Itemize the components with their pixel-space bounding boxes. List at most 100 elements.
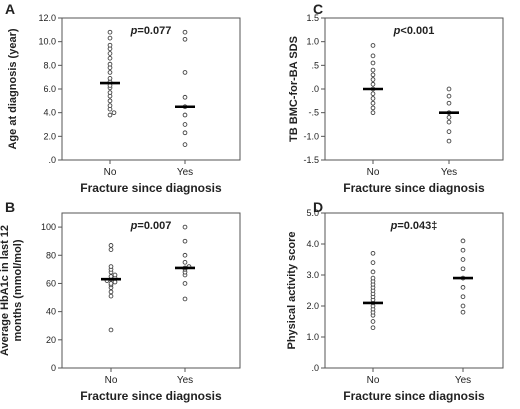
panel-c: C -1.5 -1.0 -.5 .0 .5 1.0 1.5 No Yes Fracture sinc…	[288, 1, 504, 195]
data-point	[108, 243, 114, 248]
data-point	[446, 115, 452, 120]
y-tick-label: 1.0	[306, 332, 319, 342]
data-point	[370, 269, 376, 275]
data-point	[460, 238, 466, 244]
data-point	[107, 35, 113, 41]
y-axis-title: TB BMC-for-BA SDS	[288, 36, 300, 142]
data-point	[370, 260, 376, 265]
y-tick-label: 1.5	[306, 13, 319, 23]
y-tick-label: .5	[311, 60, 319, 70]
data-point	[182, 122, 188, 127]
data-point	[182, 29, 188, 35]
y-axis-title-line: Average HbA1c in last 12	[0, 225, 11, 356]
y-axis-title: Age at diagnosis (year)	[7, 28, 19, 149]
data-point	[107, 75, 113, 81]
x-axis-title: Fracture since diagnosis	[80, 181, 222, 195]
y-tick-label: 12.0	[38, 13, 56, 23]
y-tick-label: 2.0	[43, 131, 56, 141]
p-value-text: =0.043‡	[397, 220, 437, 232]
p-value-annotation: p<0.001	[393, 25, 435, 37]
data-point	[460, 285, 466, 290]
data-point	[182, 252, 188, 258]
plot-frame	[324, 17, 504, 161]
data-point	[460, 303, 466, 309]
y-tick-label: 4.0	[43, 108, 56, 118]
y-tick-label: 4.0	[306, 239, 319, 249]
data-point	[370, 325, 376, 331]
data-point	[112, 279, 118, 285]
data-point	[460, 257, 466, 262]
y-axis-title: Average HbA1c in last 12months (mmol/mol…	[0, 225, 24, 356]
data-point	[446, 93, 452, 99]
data-point	[370, 105, 376, 111]
panel-a: A .0 2.0 4.0 6.0 8.0 10.0 12.0 No Yes Fracture sin…	[5, 1, 241, 195]
x-category-label: Yes	[177, 375, 193, 386]
data-point	[370, 110, 376, 116]
data-point	[370, 67, 376, 73]
data-point	[108, 264, 114, 269]
data-point	[370, 319, 376, 324]
x-category-label: No	[367, 167, 380, 178]
panel-label: B	[5, 199, 15, 215]
y-tick-label: .0	[311, 363, 319, 373]
data-point	[107, 55, 113, 61]
data-point	[182, 224, 188, 230]
y-tick-label: 1.0	[306, 37, 319, 47]
y-tick-label: 2.0	[306, 301, 319, 311]
data-point	[370, 250, 376, 256]
p-value-text: =0.077	[137, 25, 171, 37]
data-point	[460, 247, 466, 253]
data-point	[370, 60, 376, 66]
data-point	[446, 100, 452, 106]
p-value-annotation: p=0.043‡	[390, 220, 438, 232]
data-point	[182, 36, 188, 42]
panel-label: A	[5, 1, 15, 17]
data-point	[182, 296, 188, 302]
data-point	[107, 70, 113, 75]
panel-label: C	[313, 1, 323, 17]
data-point	[446, 119, 452, 125]
p-symbol: p	[130, 25, 138, 37]
data-point	[182, 112, 188, 118]
data-point	[182, 238, 188, 244]
data-point	[370, 100, 376, 106]
y-tick-label: 8.0	[43, 60, 56, 70]
data-point	[107, 51, 113, 56]
panel-label: D	[313, 199, 323, 215]
x-category-label: Yes	[441, 167, 457, 178]
y-tick-label: 40	[46, 307, 56, 317]
y-tick-label: 20	[46, 335, 56, 345]
p-symbol: p	[393, 25, 401, 37]
x-category-label: Yes	[177, 167, 193, 178]
data-point	[108, 293, 114, 299]
data-point	[460, 294, 466, 300]
data-point	[182, 259, 188, 265]
data-point	[108, 281, 114, 286]
p-value-annotation: p=0.007	[130, 220, 172, 232]
y-tick-label: 60	[46, 278, 56, 288]
data-point	[111, 110, 117, 116]
y-tick-label: 10.0	[38, 37, 56, 47]
data-point	[370, 275, 376, 281]
data-point	[107, 103, 113, 108]
data-point	[182, 130, 188, 136]
x-axis-title: Fracture since diagnosis	[80, 389, 222, 403]
data-point	[370, 96, 376, 101]
data-point	[460, 266, 466, 272]
y-axis-title: Physical activity score	[286, 231, 298, 349]
data-point	[182, 142, 188, 147]
data-point	[446, 86, 452, 92]
data-point	[107, 29, 113, 35]
data-point	[182, 94, 188, 100]
data-point	[182, 70, 188, 75]
y-tick-label: 5.0	[306, 208, 319, 218]
y-tick-label: -.5	[308, 108, 319, 118]
p-value-text: =0.007	[137, 220, 171, 232]
x-axis-title: Fracture since diagnosis	[343, 389, 485, 403]
y-tick-label: -1.5	[303, 155, 319, 165]
data-point	[370, 72, 376, 78]
data-point	[107, 61, 113, 67]
plot-frame	[61, 212, 241, 369]
y-tick-label: .0	[311, 84, 319, 94]
